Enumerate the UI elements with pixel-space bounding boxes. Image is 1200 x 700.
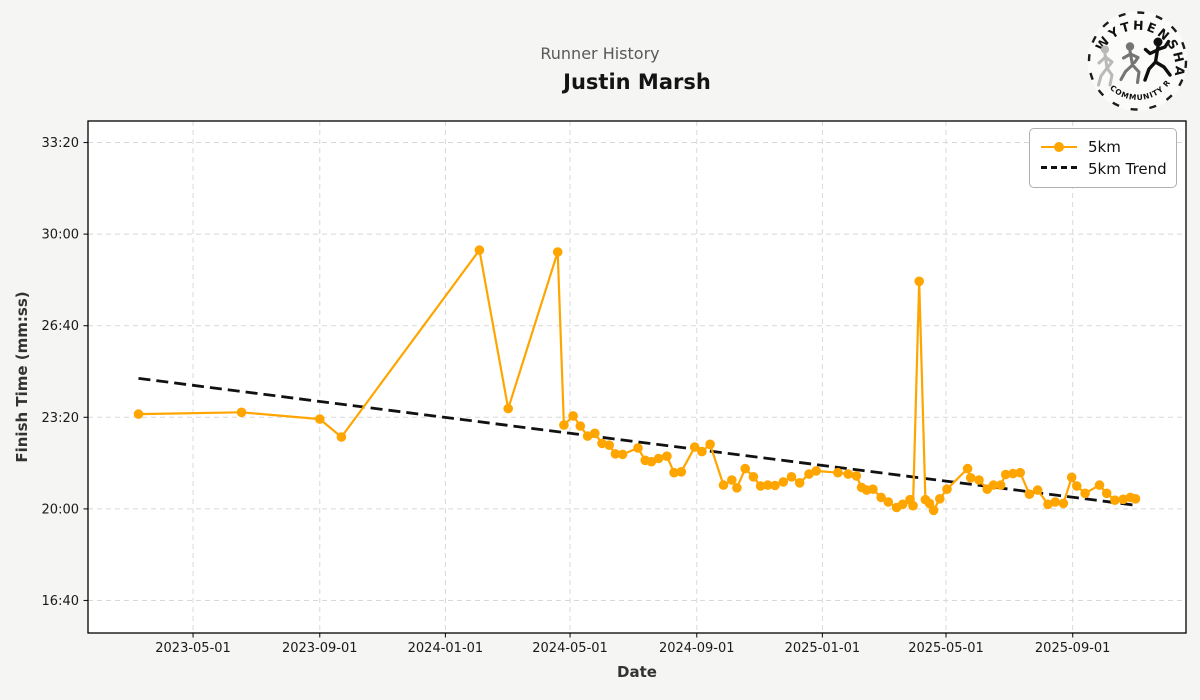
chart-legend: 5km 5km Trend xyxy=(1029,128,1177,188)
legend-item-5km: 5km xyxy=(1041,136,1166,158)
svg-text:2024-09-01: 2024-09-01 xyxy=(659,641,735,656)
page-title: Justin Marsh xyxy=(563,70,711,94)
svg-text:26:40: 26:40 xyxy=(42,319,79,334)
svg-text:2025-05-01: 2025-05-01 xyxy=(908,641,984,656)
trend-dash-icon xyxy=(1041,162,1077,176)
runner-icon xyxy=(1097,45,1114,87)
svg-text:30:00: 30:00 xyxy=(42,228,79,243)
svg-text:2025-09-01: 2025-09-01 xyxy=(1035,641,1111,656)
legend-label-5km-trend: 5km Trend xyxy=(1088,160,1167,178)
legend-item-5km-trend: 5km Trend xyxy=(1041,158,1167,180)
svg-text:2025-01-01: 2025-01-01 xyxy=(785,641,861,656)
svg-text:2023-05-01: 2023-05-01 xyxy=(155,641,231,656)
svg-text:2023-09-01: 2023-09-01 xyxy=(282,641,358,656)
runner-icon xyxy=(1143,37,1172,82)
y-axis-label: Finish Time (mm:ss) xyxy=(13,291,31,463)
svg-text:2024-05-01: 2024-05-01 xyxy=(532,641,608,656)
legend-label-5km: 5km xyxy=(1088,138,1121,156)
svg-text:16:40: 16:40 xyxy=(42,594,79,609)
logo-badge-background xyxy=(1087,11,1188,111)
svg-text:23:20: 23:20 xyxy=(42,411,79,426)
wythenshawe-community-run-logo: WYTHENSHAWE COMMUNITY RUN xyxy=(1082,5,1188,111)
runner-icon xyxy=(1119,42,1141,85)
logo-ring xyxy=(1087,11,1188,111)
svg-text:33:20: 33:20 xyxy=(42,136,79,151)
svg-text:2024-01-01: 2024-01-01 xyxy=(408,641,484,656)
chart-subtitle: Runner History xyxy=(540,44,660,63)
5km-line-marker-icon xyxy=(1041,140,1077,154)
x-axis-label: Date xyxy=(617,663,657,681)
svg-text:20:00: 20:00 xyxy=(42,502,79,517)
